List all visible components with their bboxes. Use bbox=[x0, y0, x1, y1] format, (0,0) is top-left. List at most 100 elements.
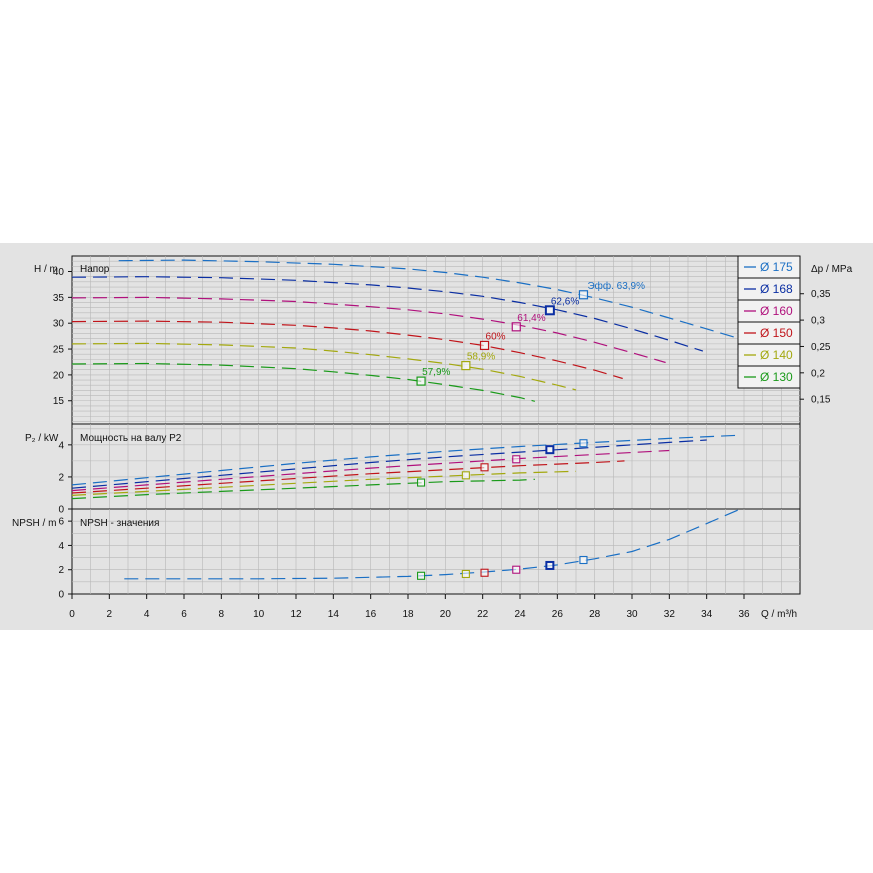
npsh-op-marker bbox=[512, 565, 521, 574]
curve-160 bbox=[71, 449, 670, 492]
eff-point-label: 60% bbox=[486, 331, 506, 342]
plot-frame bbox=[71, 255, 801, 425]
curve-175 bbox=[71, 434, 741, 486]
op-point-marker bbox=[480, 463, 489, 472]
eff-point-marker bbox=[544, 305, 555, 316]
y2-tick-label: 0,3 bbox=[811, 316, 825, 327]
curve-130 bbox=[71, 478, 535, 500]
npsh-op-marker bbox=[480, 568, 489, 577]
y-tick-label: 25 bbox=[53, 345, 65, 356]
npsh-grid bbox=[71, 508, 801, 595]
curve-160 bbox=[71, 296, 666, 364]
y2-tick-label: 0,15 bbox=[811, 395, 831, 406]
power-grid bbox=[71, 423, 801, 510]
dp-axis-label: Δp / MPa bbox=[811, 264, 853, 275]
legend-label: Ø 150 bbox=[760, 326, 793, 340]
eff-point-label: 62,6% bbox=[551, 296, 579, 307]
legend-label: Ø 168 bbox=[760, 282, 793, 296]
pump-curve-svg: H / m Напор Δp / MPa P₂ / kW Мощность на… bbox=[12, 255, 853, 620]
eff-point-marker bbox=[461, 360, 471, 371]
x-tick-label: 16 bbox=[365, 609, 377, 620]
legend-label: Ø 160 bbox=[760, 304, 793, 318]
op-point-marker bbox=[512, 455, 521, 464]
y-tick-label: 35 bbox=[53, 293, 65, 304]
x-axis-label: Q / m³/h bbox=[761, 609, 797, 620]
npsh-axis-label: NPSH / m bbox=[12, 518, 56, 529]
op-point-marker bbox=[417, 478, 426, 487]
head-panel-title: Напор bbox=[80, 264, 110, 275]
x-tick-label: 26 bbox=[552, 609, 564, 620]
curve-140 bbox=[71, 470, 577, 496]
head-axis-label: H / m bbox=[34, 264, 58, 275]
op-markers: Эфф. 63,9% 62,6% 61,4% 60% 58,9% 57,9% bbox=[416, 280, 645, 580]
eff-point-marker bbox=[479, 340, 490, 351]
op-point-marker bbox=[545, 445, 555, 455]
x-tick-label: 14 bbox=[328, 609, 340, 620]
y-tick-label: 4 bbox=[58, 541, 64, 552]
eff-point-marker bbox=[511, 322, 521, 332]
eff-point-marker bbox=[416, 376, 426, 386]
pump-curve-chart: H / m Напор Δp / MPa P₂ / kW Мощность на… bbox=[0, 243, 873, 630]
y-tick-label: 30 bbox=[53, 319, 65, 330]
curve-130 bbox=[71, 362, 536, 402]
y-tick-label: 0 bbox=[58, 505, 64, 516]
legend-label: Ø 175 bbox=[760, 260, 793, 274]
y-tick-label: 2 bbox=[58, 565, 64, 576]
eff-point-label: Эфф. 63,9% bbox=[587, 280, 645, 292]
y-tick-label: 0 bbox=[58, 590, 64, 601]
npsh-op-marker bbox=[579, 555, 588, 565]
legend: Ø 175 Ø 168 Ø 160 Ø 150 Ø 140 Ø 130 bbox=[737, 255, 801, 389]
x-tick-label: 34 bbox=[701, 609, 713, 620]
legend-label: Ø 130 bbox=[760, 370, 793, 384]
legend-item bbox=[737, 365, 801, 389]
y2-tick-label: 0,25 bbox=[811, 342, 831, 353]
legend-label: Ø 140 bbox=[760, 348, 793, 362]
npsh-panel-title: NPSH - значения bbox=[80, 518, 159, 529]
npsh-op-marker bbox=[461, 569, 470, 579]
y-tick-label: 2 bbox=[58, 472, 64, 483]
x-tick-label: 30 bbox=[626, 609, 638, 620]
x-tick-label: 24 bbox=[514, 609, 526, 620]
eff-point-label: 61,4% bbox=[517, 313, 545, 324]
x-tick-label: 4 bbox=[144, 609, 150, 620]
op-point-marker bbox=[579, 439, 588, 448]
x-tick-label: 2 bbox=[107, 609, 113, 620]
y2-tick-label: 0,35 bbox=[811, 289, 831, 300]
y-tick-label: 40 bbox=[53, 267, 65, 278]
x-tick-label: 10 bbox=[253, 609, 265, 620]
plot-frame bbox=[71, 423, 801, 510]
curve-150 bbox=[71, 320, 623, 380]
power-panel-title: Мощность на валу P2 bbox=[80, 433, 182, 444]
x-tick-label: 6 bbox=[181, 609, 187, 620]
eff-point-label: 58,9% bbox=[467, 352, 495, 363]
curves bbox=[71, 259, 741, 580]
curve-175 bbox=[118, 259, 735, 338]
x-tick-label: 18 bbox=[402, 609, 414, 620]
power-axis-label: P₂ / kW bbox=[25, 433, 59, 444]
npsh-op-marker bbox=[545, 560, 555, 570]
x-tick-label: 8 bbox=[219, 609, 225, 620]
x-tick-label: 12 bbox=[290, 609, 302, 620]
x-tick-label: 32 bbox=[664, 609, 676, 620]
x-tick-label: 22 bbox=[477, 609, 489, 620]
curve-168 bbox=[71, 439, 707, 489]
head-grid bbox=[71, 255, 801, 425]
x-tick-label: 36 bbox=[738, 609, 750, 620]
y-tick-label: 15 bbox=[53, 396, 65, 407]
y2-tick-label: 0,2 bbox=[811, 368, 825, 379]
x-tick-label: 20 bbox=[440, 609, 452, 620]
x-tick-label: 0 bbox=[69, 609, 75, 620]
curve-168 bbox=[71, 276, 704, 352]
eff-point-label: 57,9% bbox=[422, 367, 450, 378]
x-tick-label: 28 bbox=[589, 609, 601, 620]
op-point-marker bbox=[461, 471, 470, 480]
npsh-op-marker bbox=[417, 571, 426, 580]
curve-150 bbox=[71, 460, 625, 494]
y-tick-label: 6 bbox=[58, 517, 64, 528]
y-tick-label: 20 bbox=[53, 370, 65, 381]
curve-140 bbox=[71, 342, 577, 391]
y-tick-label: 4 bbox=[58, 440, 64, 451]
plot-frame bbox=[71, 508, 801, 595]
eff-point-marker bbox=[578, 290, 589, 300]
